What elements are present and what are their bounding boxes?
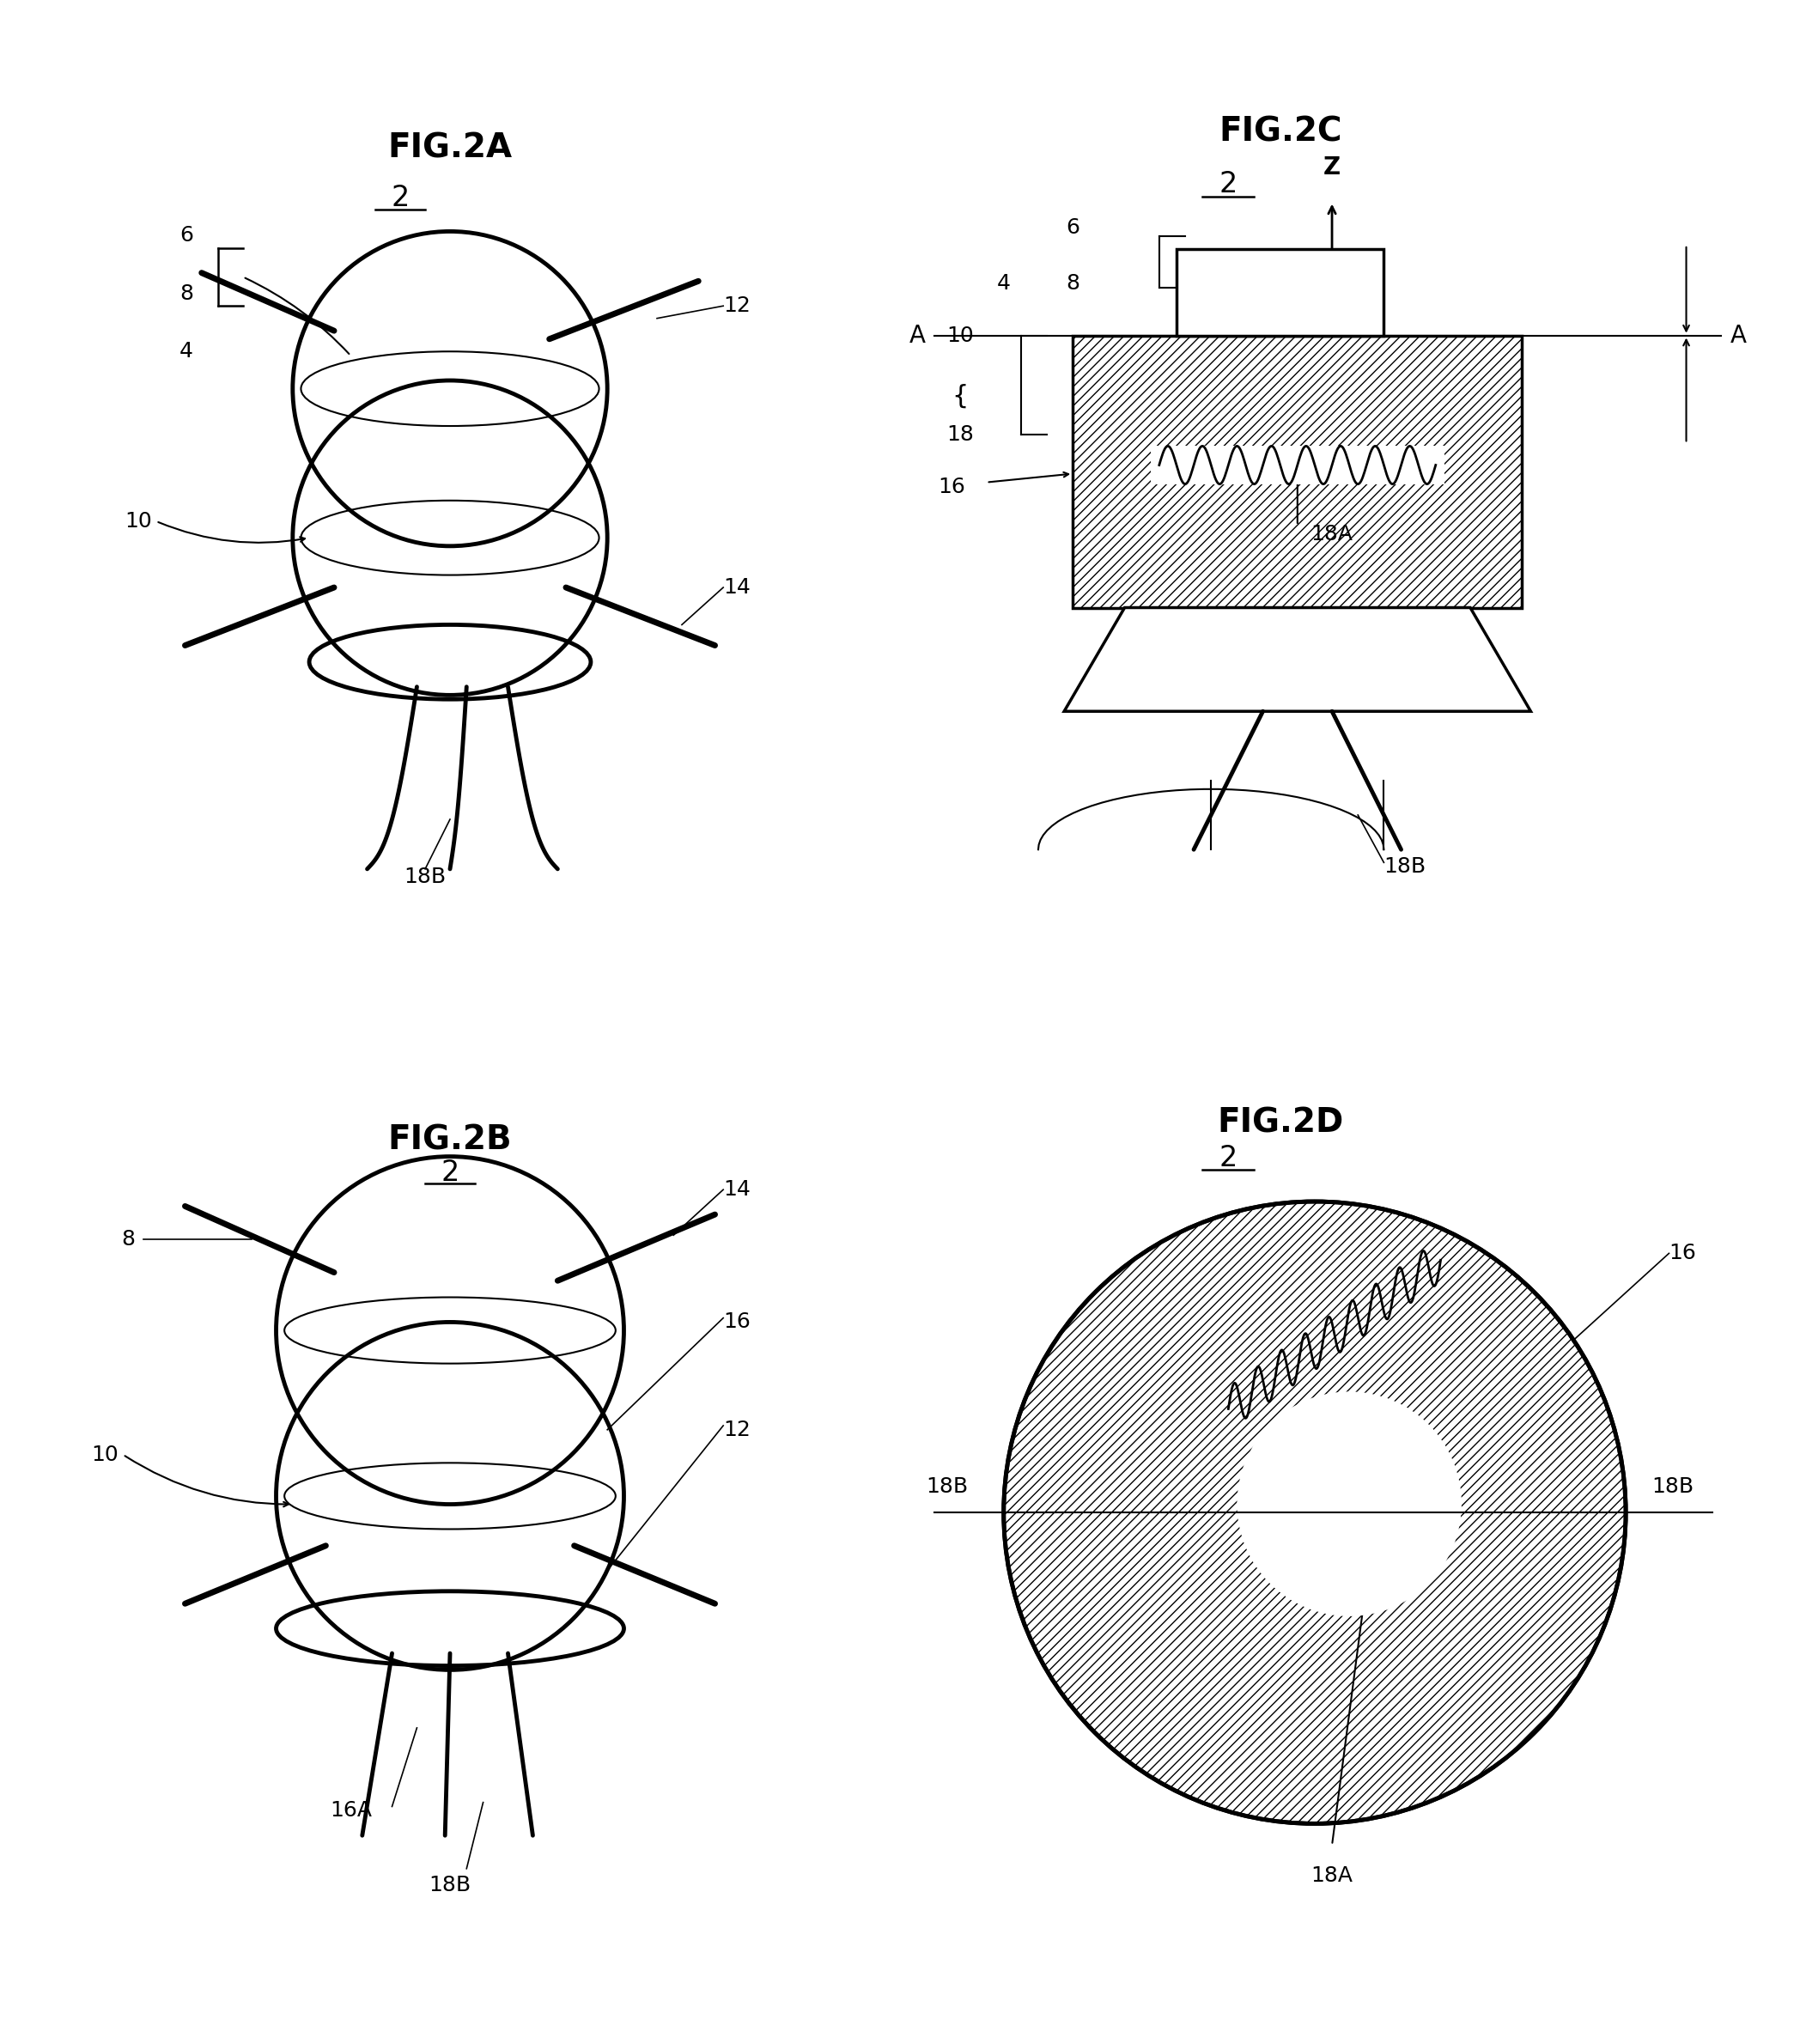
Text: 18B: 18B xyxy=(428,1874,472,1895)
Text: 8: 8 xyxy=(180,284,193,305)
Text: 18B: 18B xyxy=(403,867,446,887)
Text: FIG.2D: FIG.2D xyxy=(1217,1106,1343,1139)
Text: {: { xyxy=(952,384,968,409)
Text: A: A xyxy=(909,323,925,347)
Text: 10: 10 xyxy=(124,511,151,531)
Text: 6: 6 xyxy=(180,225,193,245)
Text: 2: 2 xyxy=(1219,170,1237,198)
Text: 16A: 16A xyxy=(329,1801,371,1821)
Text: 12: 12 xyxy=(724,296,751,317)
Text: A: A xyxy=(1730,323,1746,347)
Text: 4: 4 xyxy=(180,341,193,362)
Text: 18A: 18A xyxy=(1310,1866,1354,1887)
Text: 16: 16 xyxy=(1669,1243,1696,1263)
Text: FIG.2A: FIG.2A xyxy=(387,133,513,166)
Bar xyxy=(1073,335,1523,607)
Text: 10: 10 xyxy=(947,325,974,345)
Bar xyxy=(1177,249,1384,335)
Text: 2: 2 xyxy=(391,184,409,213)
Text: 2: 2 xyxy=(441,1159,459,1188)
Polygon shape xyxy=(1064,607,1530,711)
Text: Z: Z xyxy=(1323,155,1341,180)
Text: 2: 2 xyxy=(1219,1145,1237,1173)
Circle shape xyxy=(1237,1392,1462,1617)
Text: 4: 4 xyxy=(997,274,1010,294)
Text: 14: 14 xyxy=(724,1179,751,1200)
Text: 8: 8 xyxy=(122,1228,135,1249)
Text: 14: 14 xyxy=(724,576,751,597)
Text: FIG.2C: FIG.2C xyxy=(1219,114,1341,147)
Text: 10: 10 xyxy=(92,1445,119,1466)
Bar xyxy=(1150,446,1444,484)
Text: 18: 18 xyxy=(947,425,974,446)
Text: 18A: 18A xyxy=(1310,523,1354,544)
Text: 12: 12 xyxy=(724,1419,751,1441)
Text: 18B: 18B xyxy=(1384,856,1426,877)
Text: 6: 6 xyxy=(1066,217,1080,237)
Text: 8: 8 xyxy=(1066,274,1080,294)
Text: 16: 16 xyxy=(938,476,965,497)
Text: 16: 16 xyxy=(724,1312,751,1333)
Text: FIG.2B: FIG.2B xyxy=(387,1124,513,1157)
Circle shape xyxy=(1004,1202,1625,1823)
Text: 18B: 18B xyxy=(925,1476,968,1496)
Text: 18B: 18B xyxy=(1652,1476,1694,1496)
